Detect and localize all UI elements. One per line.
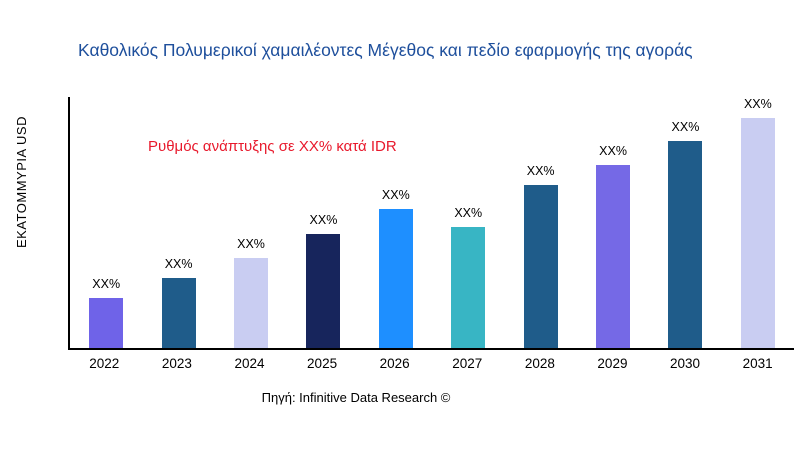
x-axis-label-2029: 2029 bbox=[597, 356, 628, 371]
x-axis-label-2024: 2024 bbox=[234, 356, 265, 371]
x-axis-label-2028: 2028 bbox=[524, 356, 555, 371]
bar-value-label-2024: XX% bbox=[237, 236, 265, 251]
bar-2030[interactable] bbox=[668, 141, 703, 348]
bar-group-2028: XX% bbox=[504, 97, 576, 348]
bars-container: XX% XX% XX% XX% XX% XX% XX% XX% XX% XX% bbox=[70, 97, 794, 348]
growth-rate-annotation: Ρυθμός ανάπτυξης σε XX% κατά IDR bbox=[148, 138, 397, 155]
bar-2028[interactable] bbox=[523, 185, 558, 348]
x-axis-label-2031: 2031 bbox=[742, 356, 773, 371]
bar-value-label-2030: XX% bbox=[671, 120, 700, 135]
bar-group-2026: XX% bbox=[360, 97, 432, 348]
source-note: Πηγή: Infinitive Data Research © bbox=[261, 390, 451, 405]
bar-2024[interactable] bbox=[234, 257, 269, 348]
bar-2026[interactable] bbox=[378, 209, 413, 348]
bar-2029[interactable] bbox=[596, 165, 631, 348]
bar-value-label-2023: XX% bbox=[164, 256, 193, 271]
bar-value-label-2026: XX% bbox=[381, 188, 410, 203]
bar-group-2030: XX% bbox=[649, 97, 721, 348]
bar-group-2024: XX% bbox=[215, 97, 287, 348]
bar-2025[interactable] bbox=[306, 233, 341, 348]
bar-group-2027: XX% bbox=[432, 97, 504, 348]
y-axis-title: ΕΚΑΤΟΜΜΥΡΙΑ USD bbox=[14, 116, 29, 249]
bar-group-2031: XX% bbox=[722, 97, 794, 348]
bar-2027[interactable] bbox=[451, 226, 486, 348]
chart-title: Καθολικός Πολυμερικοί χαμαιλέοντες Μέγεθ… bbox=[78, 40, 693, 60]
bar-value-label-2022: XX% bbox=[92, 276, 121, 291]
bar-2022[interactable] bbox=[89, 297, 124, 348]
bar-value-label-2027: XX% bbox=[454, 205, 483, 220]
x-axis-label-2023: 2023 bbox=[161, 356, 192, 371]
bar-group-2029: XX% bbox=[577, 97, 649, 348]
bar-value-label-2028: XX% bbox=[526, 164, 555, 179]
bar-2031[interactable] bbox=[740, 118, 775, 348]
x-axis-label-2027: 2027 bbox=[452, 356, 483, 371]
bar-group-2022: XX% bbox=[70, 97, 142, 348]
x-axis-label-2025: 2025 bbox=[307, 356, 338, 371]
plot-area: XX% XX% XX% XX% XX% XX% XX% XX% XX% XX% bbox=[68, 97, 794, 350]
bar-value-label-2025: XX% bbox=[309, 212, 338, 227]
x-axis-label-2022: 2022 bbox=[89, 356, 120, 371]
x-axis-label-2026: 2026 bbox=[379, 356, 410, 371]
x-axis-label-2030: 2030 bbox=[670, 356, 701, 371]
bar-value-label-2031: XX% bbox=[743, 97, 772, 111]
bar-2023[interactable] bbox=[161, 277, 196, 348]
bar-group-2023: XX% bbox=[142, 97, 214, 348]
x-axis-labels: 2022 2023 2024 2025 2026 2027 2028 2029 2030 2031 bbox=[68, 356, 794, 371]
bar-group-2025: XX% bbox=[287, 97, 359, 348]
bar-value-label-2029: XX% bbox=[599, 144, 627, 159]
